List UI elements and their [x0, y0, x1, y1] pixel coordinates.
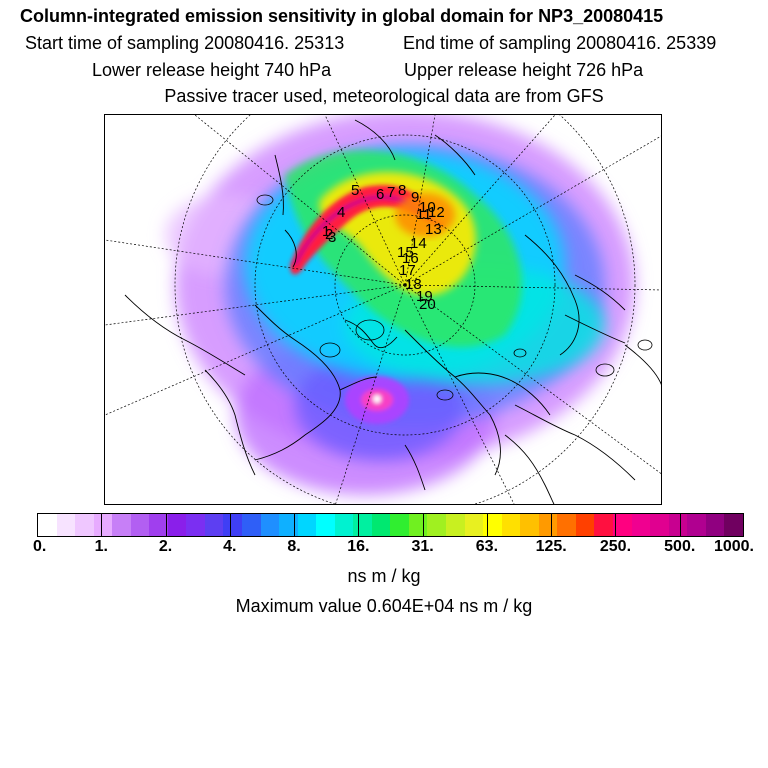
colorbar-segment: [446, 514, 465, 536]
point-label: 14: [410, 235, 427, 252]
colorbar-tick-label: 0.: [32, 538, 47, 555]
colorbar-segment: [186, 514, 205, 536]
colorbar-tick-label: 500.: [664, 538, 696, 555]
colorbar-divider: [358, 513, 360, 537]
colorbar-segment: [75, 514, 94, 536]
colorbar-divider: [679, 513, 681, 537]
colorbar-divider: [551, 513, 553, 537]
end-time-label: End time of sampling 20080416. 25339: [403, 33, 717, 53]
colorbar-segment: [297, 514, 317, 536]
colorbar-divider: [165, 513, 167, 537]
tracer-note: Passive tracer used, meteorological data…: [164, 86, 604, 106]
point-label: 10: [419, 199, 436, 216]
start-time-label: Start time of sampling 20080416. 25313: [25, 33, 345, 53]
point-label: 16: [402, 250, 419, 267]
colorbar-segment: [353, 514, 372, 536]
colorbar-tick-label: 4.: [223, 538, 237, 555]
colorbar-segment: [538, 514, 558, 536]
colorbar-segment: [594, 514, 613, 536]
colorbar-segment: [501, 514, 521, 536]
point-label: 3: [328, 229, 336, 246]
colorbar-segment: [575, 514, 595, 536]
colorbar-segment: [705, 514, 725, 536]
colorbar-tick-label: 31.: [411, 538, 434, 555]
colorbar-divider: [229, 513, 231, 537]
point-label: 13: [425, 221, 442, 238]
colorbar-segment: [687, 514, 706, 536]
point-label: 7: [387, 184, 395, 201]
vortex-feature: [345, 376, 409, 424]
colorbar-units: ns m / kg: [347, 566, 421, 586]
colorbar-tick-label: 250.: [599, 538, 632, 555]
plume-orange-patch: [395, 193, 455, 237]
upper-release-height-label: Upper release height 726 hPa: [404, 60, 644, 80]
colorbar-segment: [520, 514, 539, 536]
point-label: 19: [416, 288, 433, 305]
point-label: 4: [337, 204, 345, 221]
colorbar-segment: [668, 514, 688, 536]
colorbar-segment: [334, 514, 354, 536]
colorbar-segment: [223, 514, 243, 536]
colorbar-tick-label: 8.: [287, 538, 301, 555]
point-label: 5: [351, 182, 359, 199]
colorbar-segment: [650, 514, 669, 536]
sensitivity-map: 1 2 3 4 5 6 7 8 9 10 11 12 13 14 15 16 1…: [105, 115, 661, 504]
colorbar-segment: [130, 514, 150, 536]
colorbar-tick-label: 125.: [535, 538, 567, 555]
colorbar-tick-label: 1000.: [713, 538, 755, 555]
islands: [256, 194, 653, 401]
colorbar-segment: [371, 514, 391, 536]
colorbar-segment: [464, 514, 484, 536]
colorbar-tick-label: 1.: [94, 538, 108, 555]
point-label: 15: [397, 244, 414, 261]
point-label: 8: [398, 182, 406, 199]
colorbar-segment: [112, 514, 131, 536]
point-label: 12: [428, 204, 445, 221]
colorbar-divider: [101, 513, 103, 537]
colorbar-segment: [408, 514, 428, 536]
colorbar-divider: [294, 513, 296, 537]
colorbar-segment: [260, 514, 280, 536]
colorbar-tick-label: 16.: [347, 538, 370, 555]
point-label: 9: [411, 189, 419, 206]
colorbar-divider: [486, 513, 488, 537]
colorbar-segment: [242, 514, 261, 536]
point-label: 20: [419, 296, 436, 313]
colorbar-segment: [427, 514, 447, 536]
colorbar-segment: [149, 514, 168, 536]
colorbar-segment: [483, 514, 502, 536]
colorbar-segment: [279, 514, 298, 536]
colorbar-segment: [612, 514, 632, 536]
point-label: 17: [399, 262, 416, 279]
colorbar-tick-label: 2.: [158, 538, 173, 555]
map-panel: 1 2 3 4 5 6 7 8 9 10 11 12 13 14 15 16 1…: [104, 114, 662, 505]
colorbar-segment: [204, 514, 224, 536]
colorbar-divider: [615, 513, 617, 537]
colorbar-segment: [38, 514, 57, 536]
point-label: 18: [405, 276, 422, 293]
colorbar-segment: [56, 514, 76, 536]
colorbar-segment: [631, 514, 651, 536]
colorbar-segment: [557, 514, 576, 536]
point-label: 11: [416, 206, 432, 223]
colorbar-segment: [167, 514, 187, 536]
colorbar-divider: [422, 513, 424, 537]
point-label: 2: [325, 226, 333, 243]
colorbar-tick-label: 63.: [475, 538, 499, 555]
point-label: 6: [376, 186, 384, 203]
colorbar-segment: [316, 514, 335, 536]
plot-title: Column-integrated emission sensitivity i…: [20, 6, 664, 26]
point-label: 1: [322, 223, 330, 240]
graticule: [105, 115, 661, 504]
maximum-value-text: Maximum value 0.604E+04 ns m / kg: [235, 596, 533, 616]
coastlines: [124, 119, 661, 504]
colorbar-segment: [724, 514, 743, 536]
colorbar-segment: [93, 514, 113, 536]
lower-release-height-label: Lower release height 740 hPa: [92, 60, 332, 80]
colorbar: [37, 513, 744, 537]
colorbar-segment: [390, 514, 409, 536]
